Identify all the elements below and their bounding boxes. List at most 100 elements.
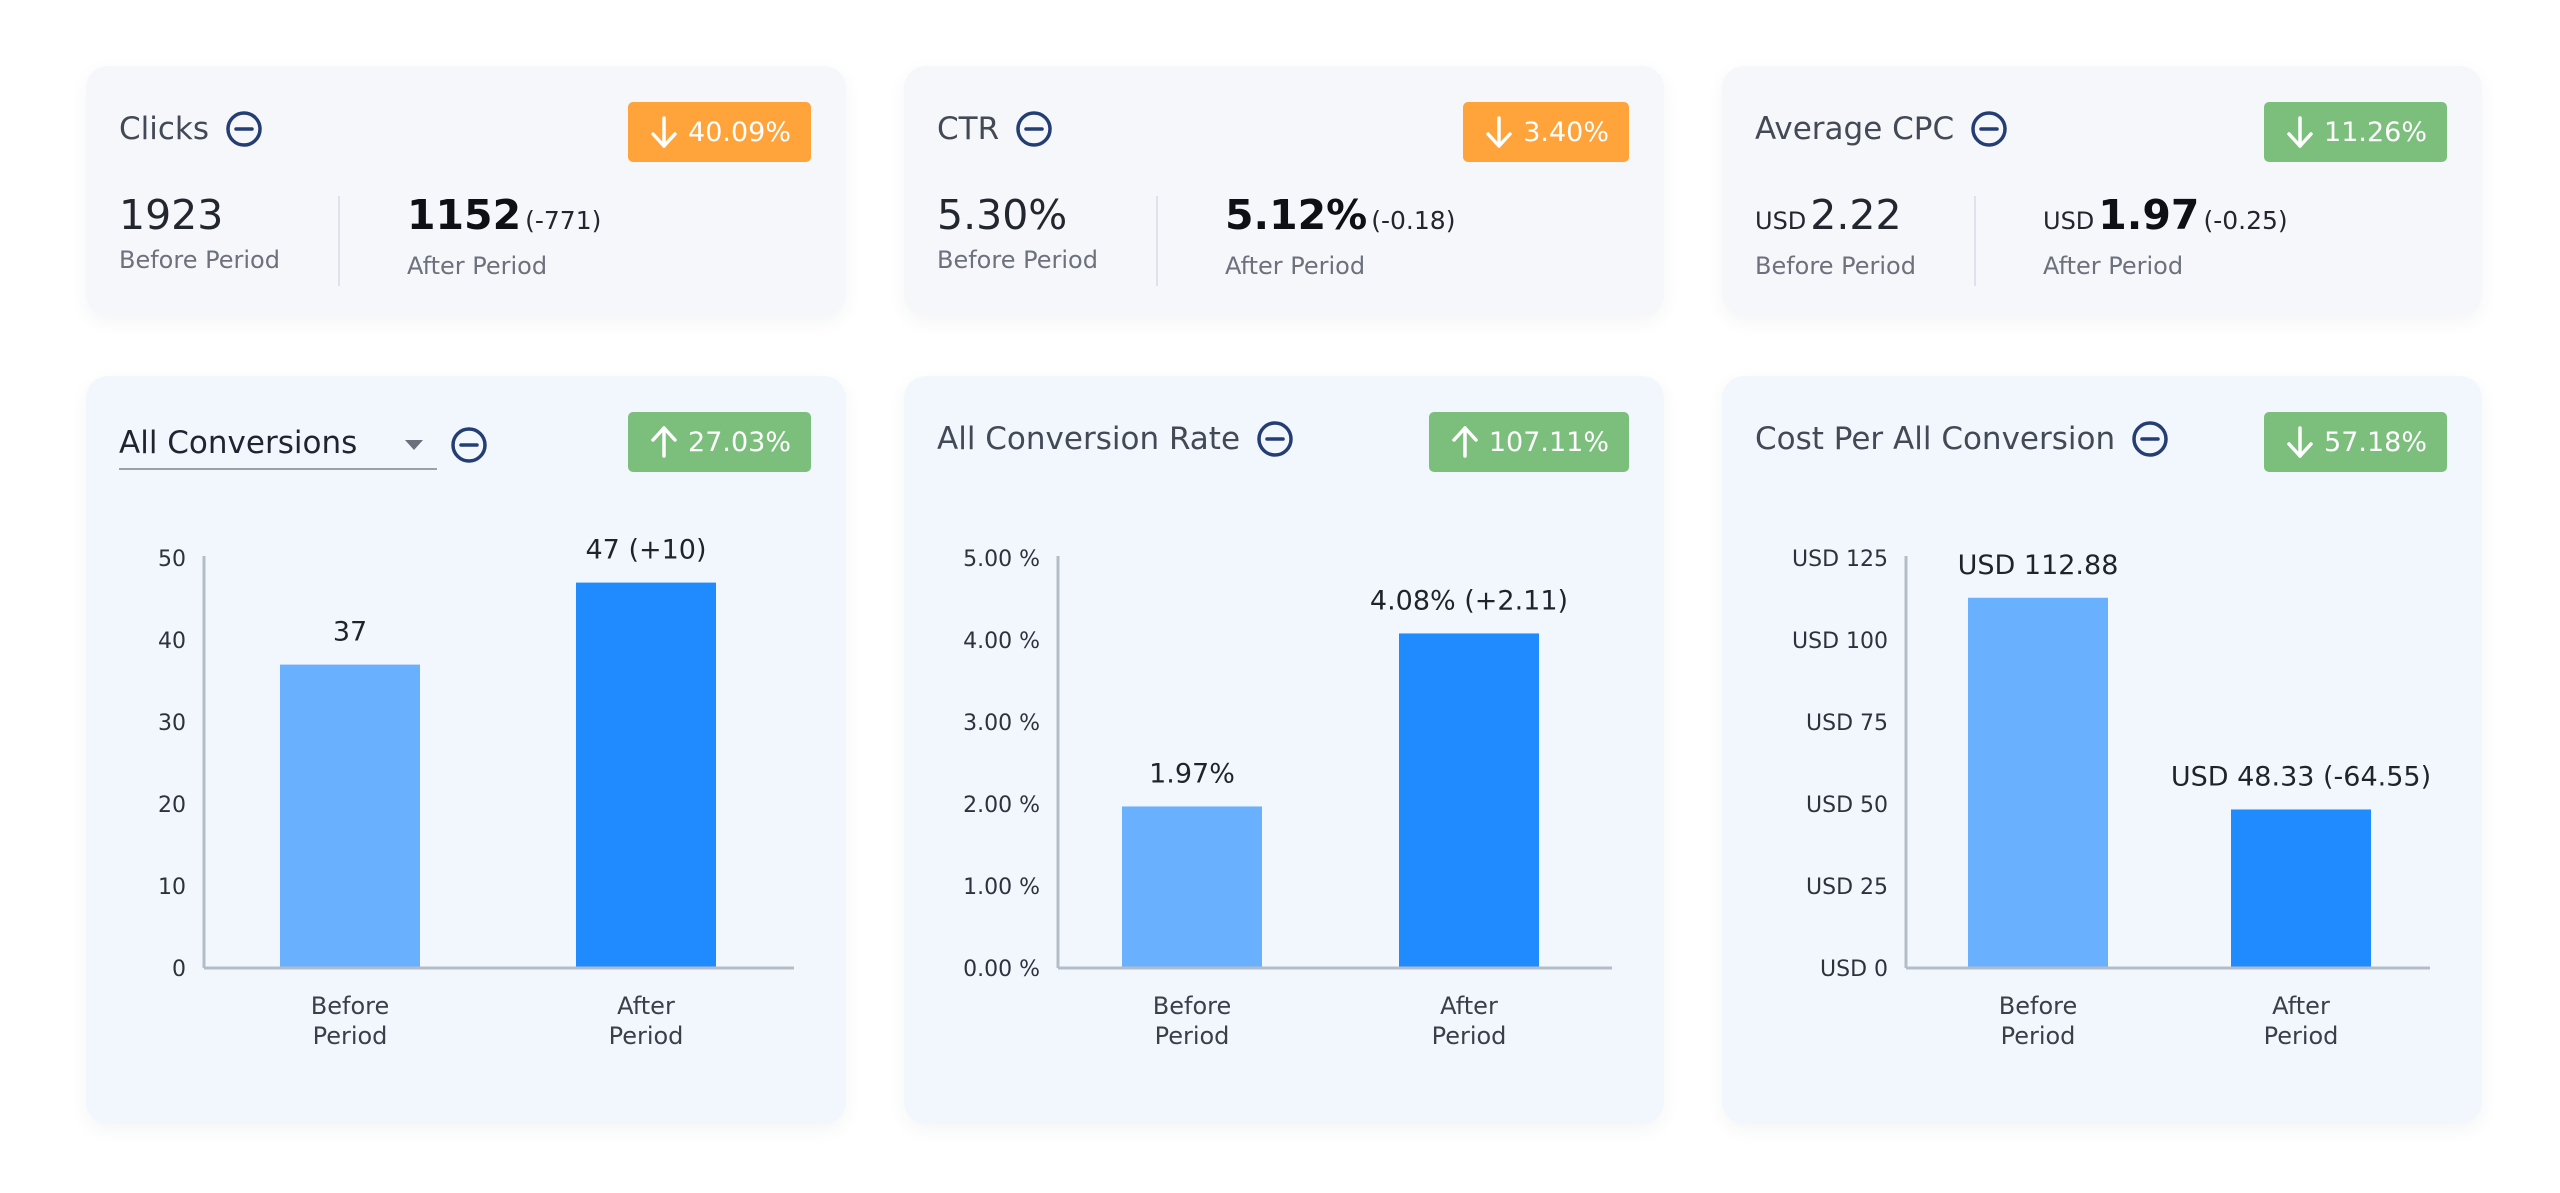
card-title-text: Clicks	[119, 111, 210, 147]
before-period: 1923 Before Period	[119, 190, 280, 274]
card-title: Clicks	[119, 110, 263, 148]
after-value: 1152	[407, 191, 522, 239]
y-tick-label: 5.00 %	[963, 547, 1040, 572]
clicks-card: Clicks 40.09% 1923 Before Period 1152 (-7…	[86, 66, 846, 316]
before-label: Before Period	[1755, 252, 1916, 280]
y-tick-label: 4.00 %	[963, 629, 1040, 654]
badge-text: 11.26%	[2324, 116, 2427, 148]
x-category-label: Before	[1999, 992, 2077, 1020]
badge-text: 40.09%	[688, 116, 791, 148]
x-category-label: Period	[2001, 1022, 2076, 1050]
x-category-label: Period	[313, 1022, 388, 1050]
badge-text: 27.03%	[688, 426, 791, 458]
bar-before	[280, 664, 420, 968]
badge-text: 57.18%	[2324, 426, 2427, 458]
bar-after	[2231, 809, 2371, 968]
change-badge: 40.09%	[628, 102, 811, 162]
bar-before	[1122, 806, 1262, 968]
change-badge: 27.03%	[628, 412, 811, 472]
divider	[1974, 196, 1976, 286]
y-tick-label: 30	[158, 711, 186, 736]
card-title: Cost Per All Conversion	[1755, 420, 2169, 458]
cost-per-all-conversion-card: USD 0 USD 25 USD 50 USD 75 USD 100 USD 125 USD…	[1722, 376, 2482, 1124]
minus-circle-icon[interactable]	[225, 110, 263, 148]
y-tick-label: 50	[158, 547, 186, 572]
caret-down-icon	[405, 440, 423, 450]
y-tick-label: 10	[158, 875, 186, 900]
x-category-label: Period	[1155, 1022, 1230, 1050]
y-tick-label: 0.00 %	[963, 957, 1040, 982]
card-title-text: Average CPC	[1755, 111, 1955, 147]
x-category-label: Period	[1432, 1022, 1507, 1050]
y-tick-label: 40	[158, 629, 186, 654]
after-period: 5.12% (-0.18) After Period	[1225, 190, 1455, 280]
y-tick-label: 0	[172, 957, 186, 982]
badge-text: 3.40%	[1523, 116, 1609, 148]
x-category-label: Before	[311, 992, 389, 1020]
data-label: 37	[333, 617, 367, 648]
data-label: 1.97%	[1149, 758, 1235, 789]
minus-circle-icon[interactable]	[1970, 110, 2008, 148]
card-title-text: CTR	[937, 111, 1000, 147]
card-title: CTR	[937, 110, 1053, 148]
after-label: After Period	[2043, 252, 2184, 280]
divider	[338, 196, 340, 286]
card-title-text: All Conversion Rate	[937, 421, 1241, 457]
after-delta: (-0.25)	[2203, 206, 2288, 235]
after-period: USD1.97 (-0.25) After Period	[2043, 190, 2288, 280]
bar-after	[576, 582, 716, 968]
y-tick-label: 2.00 %	[963, 793, 1040, 818]
change-badge: 3.40%	[1463, 102, 1629, 162]
average-cpc-card: Average CPC 11.26% USD2.22 Before Period…	[1722, 66, 2482, 316]
data-label: 47 (+10)	[586, 535, 707, 566]
change-badge: 11.26%	[2264, 102, 2447, 162]
metric-select[interactable]: All Conversions	[119, 422, 437, 470]
after-value: 1.97	[2098, 191, 2200, 239]
card-title-text: Cost Per All Conversion	[1755, 421, 2116, 457]
after-label: After Period	[407, 252, 548, 280]
all-conversion-rate-chart: 0.00 % 1.00 % 2.00 % 3.00 % 4.00 % 5.00 % 1.97…	[963, 547, 1612, 1050]
bar-before	[1968, 597, 2108, 968]
card-title: Average CPC	[1755, 110, 2008, 148]
metric-select-value: All Conversions	[119, 425, 358, 461]
divider	[1156, 196, 1158, 286]
x-category-label: After	[617, 992, 675, 1020]
arrow-up-icon	[1452, 426, 1478, 458]
x-category-label: Before	[1153, 992, 1231, 1020]
y-tick-label: USD 25	[1806, 875, 1888, 900]
minus-circle-icon[interactable]	[450, 426, 488, 464]
before-unit: USD	[1755, 207, 1807, 235]
y-tick-label: USD 75	[1806, 711, 1888, 736]
before-period: USD2.22 Before Period	[1755, 190, 1916, 280]
arrow-down-icon	[1486, 116, 1512, 148]
before-label: Before Period	[119, 246, 280, 274]
minus-circle-icon[interactable]	[1256, 420, 1294, 458]
all-conversion-rate-card: 0.00 % 1.00 % 2.00 % 3.00 % 4.00 % 5.00 % 1.97…	[904, 376, 1664, 1124]
after-delta: (-771)	[525, 206, 602, 235]
before-label: Before Period	[937, 246, 1098, 274]
card-title: All Conversion Rate	[937, 420, 1294, 458]
minus-circle-icon[interactable]	[1015, 110, 1053, 148]
after-value: 5.12%	[1225, 191, 1368, 239]
before-value: 5.30%	[937, 191, 1068, 239]
x-category-label: After	[1440, 992, 1498, 1020]
y-tick-label: USD 50	[1806, 793, 1888, 818]
x-category-label: After	[2272, 992, 2330, 1020]
before-period: 5.30% Before Period	[937, 190, 1098, 274]
change-badge: 107.11%	[1428, 412, 1629, 472]
badge-text: 107.11%	[1488, 426, 1609, 458]
after-unit: USD	[2043, 207, 2095, 235]
before-value: 1923	[119, 191, 224, 239]
ctr-card: CTR 3.40% 5.30% Before Period 5.12% (-0.1…	[904, 66, 1664, 316]
after-period: 1152 (-771) After Period	[407, 190, 601, 280]
y-tick-label: 1.00 %	[963, 875, 1040, 900]
data-label: USD 112.88	[1958, 550, 2119, 581]
before-value: 2.22	[1810, 191, 1902, 239]
minus-circle-icon[interactable]	[2131, 420, 2169, 458]
change-badge: 57.18%	[2264, 412, 2447, 472]
after-delta: (-0.18)	[1371, 206, 1456, 235]
arrow-up-icon	[651, 426, 677, 458]
y-tick-label: 3.00 %	[963, 711, 1040, 736]
arrow-down-icon	[2287, 426, 2313, 458]
